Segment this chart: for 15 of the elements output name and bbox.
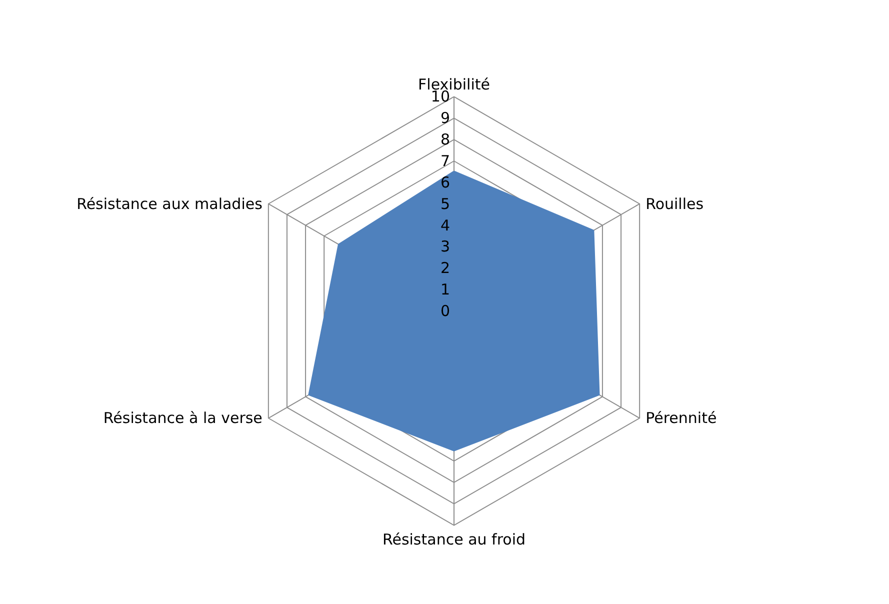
spoke-label: Résistance à la verse (103, 409, 262, 428)
spoke-label: Rouilles (646, 194, 704, 213)
y-tick-label: 1 (440, 280, 450, 299)
y-tick-label: 4 (440, 216, 450, 234)
spoke-label: Pérennité (646, 409, 717, 428)
y-tick-label: 6 (440, 173, 450, 192)
y-tick-label: 0 (440, 302, 450, 320)
y-tick-label: 7 (440, 152, 450, 170)
y-tick-label: 5 (440, 194, 450, 213)
y-tick-label: 9 (440, 109, 450, 128)
spoke-label: Résistance aux maladies (76, 194, 263, 213)
y-tick-label: 3 (440, 238, 450, 256)
spoke-label: Résistance au froid (382, 530, 526, 548)
y-tick-label: 2 (440, 259, 450, 278)
y-tick-label: 8 (440, 130, 450, 149)
